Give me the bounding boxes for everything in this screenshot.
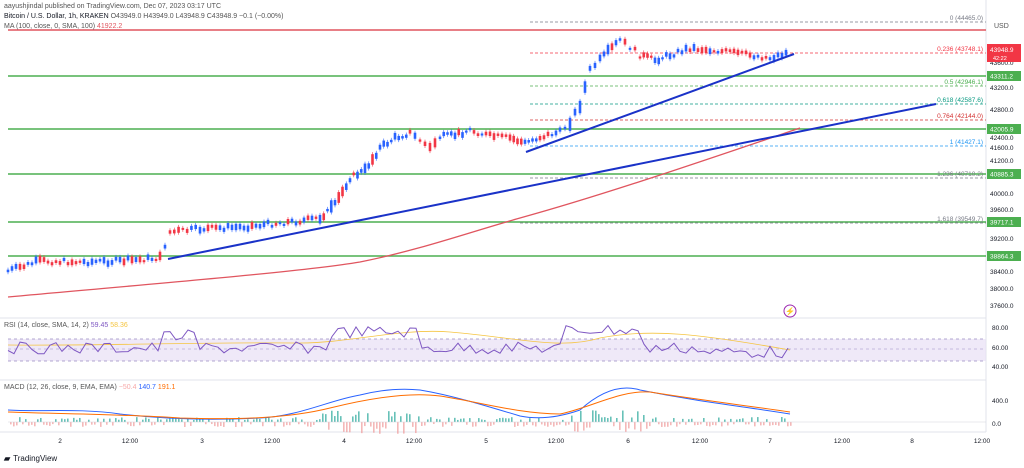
fib-level-label: 0.618 (42587.6) (937, 97, 983, 104)
current-time-label: 42:22 (993, 56, 1007, 62)
fib-retracement[interactable]: 0 (44465.0) 0.236 (43748.1) 0.5 (42946.1) 0… (520, 15, 986, 224)
symbol-info: Bitcoin / U.S. Dollar, 1h, KRAKEN O43949… (4, 13, 283, 20)
ma-value: 41922.2 (97, 23, 123, 30)
published-line: aayushjindal published on TradingView.co… (4, 3, 222, 10)
time-tick: 12:00 (834, 438, 851, 445)
rsi-sma-line (7, 330, 791, 351)
price-tick: 41600.0 (990, 145, 1014, 152)
currency-label: USD (994, 23, 1009, 30)
time-tick: 12:00 (974, 438, 991, 445)
support-badge (987, 124, 1021, 134)
current-price-label: 43948.9 (990, 47, 1014, 54)
time-tick: 12:00 (122, 438, 139, 445)
tradingview-brand[interactable]: ▰ TradingView (4, 454, 57, 463)
tradingview-logo-icon: ▰ (4, 454, 11, 463)
support-badge-label: 43311.2 (990, 74, 1013, 81)
trendline-main[interactable] (167, 103, 937, 260)
price-tick: 43200.0 (990, 85, 1014, 92)
time-tick: 4 (342, 438, 346, 445)
price-tick: 39200.0 (990, 236, 1014, 243)
support-badge-label: 39717.1 (990, 220, 1014, 227)
price-tick: 41200.0 (990, 158, 1014, 165)
time-tick: 6 (626, 438, 630, 445)
time-tick: 5 (484, 438, 488, 445)
support-badge (987, 217, 1021, 227)
price-tick: 38000.0 (990, 286, 1014, 293)
support-lines[interactable] (8, 29, 986, 257)
svg-text:⚡: ⚡ (785, 306, 795, 316)
fib-level-label: 0.236 (43748.1) (937, 46, 983, 53)
macd-value: 140.7 (138, 384, 156, 391)
brand-label: TradingView (13, 454, 58, 463)
support-badge (987, 71, 1021, 81)
rsi-label: RSI (14, close, SMA, 14, 2) (4, 322, 89, 329)
support-badge (987, 169, 1021, 179)
macd-legend[interactable]: MACD (12, 26, close, 9, EMA, EMA) −50.4 … (4, 384, 175, 391)
rsi-tick: 40.00 (992, 364, 1009, 371)
ma-legend[interactable]: MA (100, close, 0, SMA, 100) 41922.2 (4, 23, 122, 30)
price-tick: 42800.0 (990, 107, 1014, 114)
time-tick: 12:00 (406, 438, 423, 445)
macd-tick: 400.0 (992, 398, 1009, 405)
macd-signal-value: 191.1 (157, 384, 176, 391)
price-scale[interactable]: 43600.0 43200.0 42800.0 42400.0 41600.0 41200… (987, 44, 1021, 428)
time-axis[interactable]: 2 12:00 3 12:00 4 12:00 5 12:00 6 12:00 7 12:00 8 12:… (58, 438, 990, 445)
fib-level-label: 1.236 (40710.2) (937, 171, 983, 178)
fib-level-label: 1.618 (39549.7) (937, 216, 983, 223)
macd-label: MACD (12, 26, close, 9, EMA, EMA) (4, 384, 117, 391)
ma-line (7, 127, 801, 298)
fib-level-label: 0.764 (42144.0) (937, 113, 983, 120)
time-tick: 8 (910, 438, 914, 445)
symbol-name[interactable]: Bitcoin / U.S. Dollar, 1h, KRAKEN (4, 13, 109, 20)
time-tick: 7 (768, 438, 772, 445)
rsi-tick: 80.00 (992, 325, 1009, 332)
fib-level-label: 0.5 (42946.1) (944, 79, 983, 86)
trendline-short[interactable] (525, 53, 795, 153)
rsi-band (8, 339, 986, 361)
price-tick: 40000.0 (990, 191, 1014, 198)
fib-level-label: 0 (44465.0) (950, 15, 983, 22)
support-badge (987, 251, 1021, 261)
price-tick: 38400.0 (990, 269, 1014, 276)
rsi-value: 59.45 (90, 322, 109, 329)
rsi-sma-value: 58.36 (110, 322, 128, 329)
support-badge-label: 38864.3 (990, 254, 1014, 261)
macd-tick: 0.0 (992, 421, 1001, 428)
macd-line (7, 387, 791, 420)
support-badge-label: 42005.9 (990, 127, 1014, 134)
macd-histogram (10, 410, 792, 434)
signal-line (7, 391, 791, 420)
support-badge-label: 40885.3 (990, 172, 1014, 179)
time-tick: 12:00 (264, 438, 281, 445)
macd-hist-value: −50.4 (118, 384, 137, 391)
price-tick: 42400.0 (990, 135, 1014, 142)
time-tick: 12:00 (692, 438, 709, 445)
price-tick: 43600.0 (990, 60, 1014, 67)
price-tick: 39600.0 (990, 207, 1014, 214)
time-tick: 12:00 (548, 438, 565, 445)
rsi-legend[interactable]: RSI (14, close, SMA, 14, 2) 59.45 58.36 (4, 322, 128, 329)
ohlc-values: O43949.0 H43949.0 L43948.9 C43948.9 −0.1… (110, 13, 284, 20)
fib-level-label: 1 (41427.1) (950, 139, 983, 146)
ma-label: MA (100, close, 0, SMA, 100) (4, 23, 96, 30)
rsi-tick: 60.00 (992, 345, 1009, 352)
event-icon[interactable] (783, 304, 797, 318)
current-price-badge (987, 44, 1021, 62)
rsi-line (7, 324, 789, 359)
price-tick: 37600.0 (990, 303, 1014, 310)
time-tick: 2 (58, 438, 62, 445)
candlesticks (6, 36, 788, 275)
time-tick: 3 (200, 438, 204, 445)
